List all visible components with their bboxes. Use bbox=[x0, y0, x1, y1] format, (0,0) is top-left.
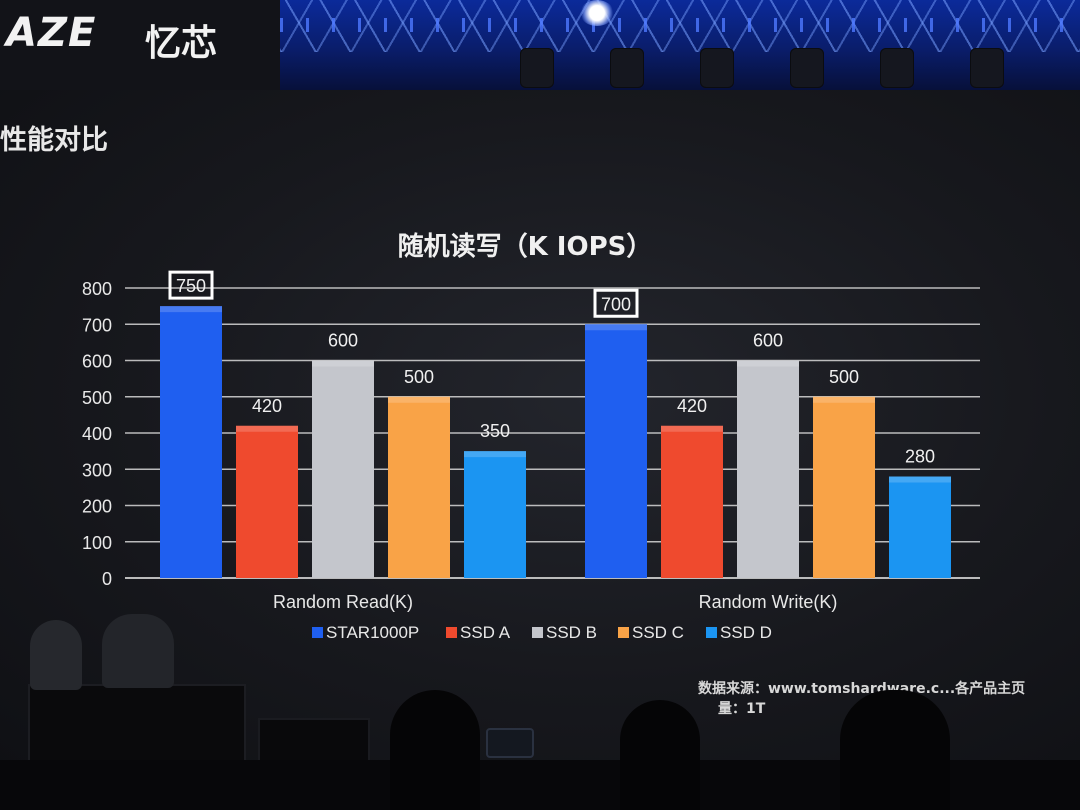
spotlight-icon bbox=[580, 0, 614, 26]
data-label: 600 bbox=[328, 331, 358, 351]
y-tick-label: 200 bbox=[82, 497, 112, 517]
y-tick-label: 700 bbox=[82, 315, 112, 335]
bar bbox=[464, 451, 526, 578]
bar-highlight bbox=[661, 425, 723, 432]
stage-lamp bbox=[970, 48, 1004, 88]
person-silhouette bbox=[30, 620, 82, 690]
bar bbox=[312, 360, 374, 578]
data-label: 700 bbox=[601, 294, 631, 314]
x-category-label: Random Write(K) bbox=[699, 592, 838, 612]
bar bbox=[388, 396, 450, 578]
person-silhouette bbox=[102, 614, 174, 688]
value-label-box bbox=[593, 288, 639, 318]
data-label: 420 bbox=[252, 396, 282, 416]
data-label: 350 bbox=[480, 421, 510, 441]
y-tick-label: 400 bbox=[82, 424, 112, 444]
legend-swatch bbox=[706, 627, 717, 638]
data-label: 750 bbox=[176, 276, 206, 296]
brand-name: 忆芯 bbox=[145, 23, 218, 64]
phone-icon bbox=[486, 728, 534, 758]
bar bbox=[813, 396, 875, 578]
stage-lighting-rig bbox=[280, 0, 1080, 90]
data-label: 600 bbox=[753, 331, 783, 351]
value-label-box bbox=[168, 270, 214, 300]
y-tick-label: 500 bbox=[82, 388, 112, 408]
legend-label: SSD D bbox=[720, 623, 772, 642]
y-tick-label: 100 bbox=[82, 533, 112, 553]
bar-highlight bbox=[737, 360, 799, 367]
y-tick-label: 800 bbox=[82, 279, 112, 299]
y-tick-label: 0 bbox=[102, 569, 112, 589]
data-source-note: 数据来源：www.tomshardware.c...各产品主页 bbox=[698, 681, 1026, 697]
stage-lamp bbox=[610, 48, 644, 88]
bar bbox=[236, 425, 298, 578]
bar bbox=[585, 324, 647, 578]
data-label: 500 bbox=[404, 367, 434, 387]
audience-head bbox=[620, 700, 700, 810]
legend-swatch bbox=[446, 627, 457, 638]
y-tick-label: 600 bbox=[82, 352, 112, 372]
slide-heading: 性能对比 bbox=[0, 125, 108, 156]
stage-lamp bbox=[880, 48, 914, 88]
bar-highlight bbox=[464, 451, 526, 458]
legend-label: SSD A bbox=[460, 623, 511, 642]
stage-lamp bbox=[790, 48, 824, 88]
legend-swatch bbox=[618, 627, 629, 638]
bar bbox=[737, 360, 799, 578]
data-label: 420 bbox=[677, 396, 707, 416]
truss-beam bbox=[280, 18, 1080, 32]
legend-label: SSD C bbox=[632, 623, 684, 642]
bar-highlight bbox=[312, 360, 374, 367]
bar-highlight bbox=[236, 425, 298, 432]
bar-highlight bbox=[160, 306, 222, 313]
capacity-note: 量：1T bbox=[718, 701, 766, 717]
brand-logo: AZE bbox=[6, 10, 97, 56]
data-label: 280 bbox=[905, 447, 935, 467]
x-category-label: Random Read(K) bbox=[273, 592, 413, 612]
bar-highlight bbox=[889, 476, 951, 483]
audience-head bbox=[390, 690, 480, 810]
legend-label: STAR1000P bbox=[326, 623, 419, 642]
stage-lamp bbox=[700, 48, 734, 88]
bar-highlight bbox=[585, 324, 647, 331]
stage-lamp bbox=[520, 48, 554, 88]
chart-title: 随机读写（K IOPS） bbox=[397, 232, 653, 262]
bar bbox=[661, 425, 723, 578]
bar bbox=[160, 306, 222, 578]
audience-head bbox=[840, 690, 950, 810]
legend-swatch bbox=[312, 627, 323, 638]
bar-highlight bbox=[813, 396, 875, 403]
bar-highlight bbox=[388, 396, 450, 403]
bar bbox=[889, 476, 951, 578]
y-tick-label: 300 bbox=[82, 460, 112, 480]
legend-swatch bbox=[532, 627, 543, 638]
logo-strip: AZE 忆芯 bbox=[0, 0, 280, 90]
data-label: 500 bbox=[829, 367, 859, 387]
legend-label: SSD B bbox=[546, 623, 597, 642]
